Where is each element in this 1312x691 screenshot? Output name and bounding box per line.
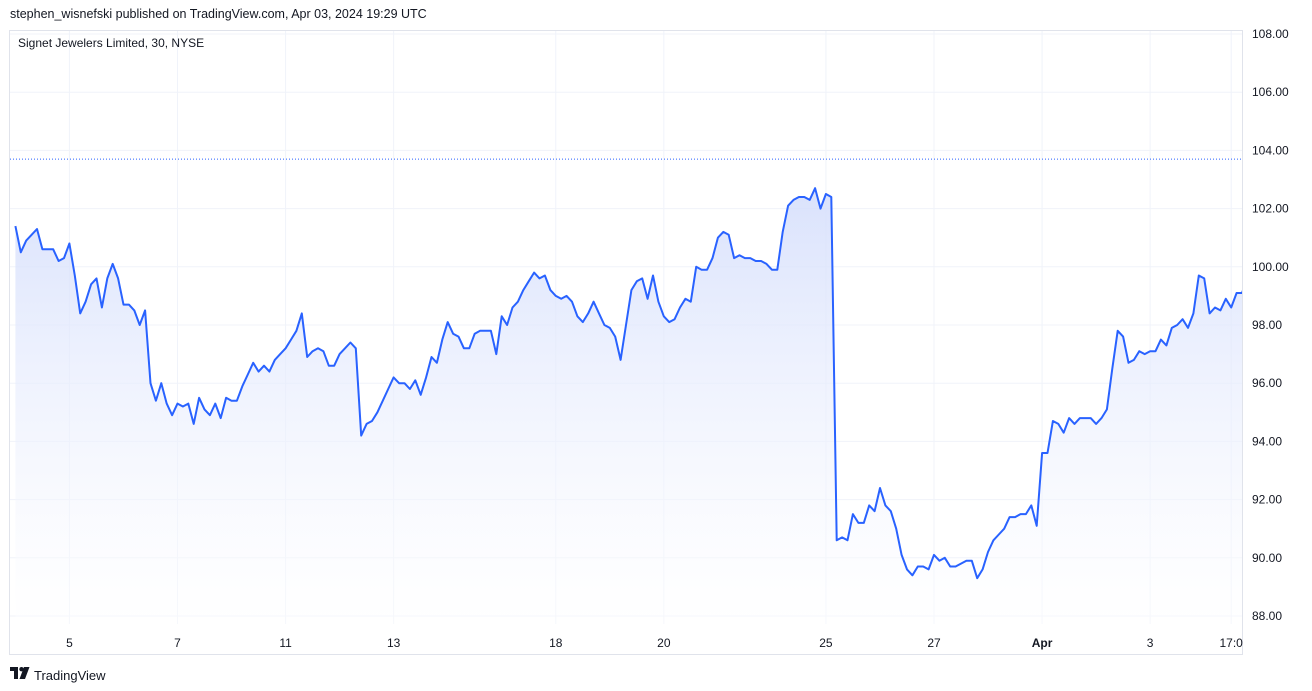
y-tick-label: 88.00	[1252, 609, 1282, 623]
y-tick-label: 104.00	[1252, 143, 1289, 157]
symbol-title: Signet Jewelers Limited, 30, NYSE	[18, 36, 205, 50]
x-tick-label: 7	[174, 636, 181, 650]
x-tick-label: 27	[927, 636, 941, 650]
y-tick-label: 92.00	[1252, 493, 1282, 507]
y-tick-label: 106.00	[1252, 85, 1289, 99]
x-tick-label: 5	[66, 636, 73, 650]
chart-frame	[9, 30, 1243, 655]
tradingview-logo-icon	[10, 666, 30, 684]
y-tick-label: 108.00	[1252, 27, 1289, 41]
x-tick-label: 18	[549, 636, 563, 650]
price-area	[10, 158, 1242, 624]
x-tick-label: 3	[1147, 636, 1154, 650]
tradingview-logo[interactable]: TradingView	[10, 666, 106, 684]
x-tick-label: 13	[387, 636, 401, 650]
x-tick-label: 20	[657, 636, 671, 650]
y-axis: 108.00 106.00 104.00 102.00 100.00 98.00 96.00…	[1252, 27, 1289, 623]
x-axis: 5 7 11 13 18 20 25 27 Apr 3 17:0	[66, 636, 1243, 650]
x-tick-label: 25	[819, 636, 833, 650]
y-tick-label: 94.00	[1252, 434, 1282, 448]
y-tick-label: 96.00	[1252, 376, 1282, 390]
x-tick-label: 11	[279, 636, 292, 650]
y-tick-label: 100.00	[1252, 260, 1289, 274]
y-tick-label: 90.00	[1252, 551, 1282, 565]
published-caption: stephen_wisnefski published on TradingVi…	[10, 7, 427, 21]
y-tick-label: 102.00	[1252, 202, 1289, 216]
tradingview-brand: TradingView	[34, 667, 106, 683]
x-tick-label: 17:0	[1220, 636, 1244, 650]
x-tick-label: Apr	[1032, 636, 1053, 650]
area-fill	[15, 188, 1242, 624]
y-tick-label: 98.00	[1252, 318, 1282, 332]
price-line	[14, 187, 1242, 580]
